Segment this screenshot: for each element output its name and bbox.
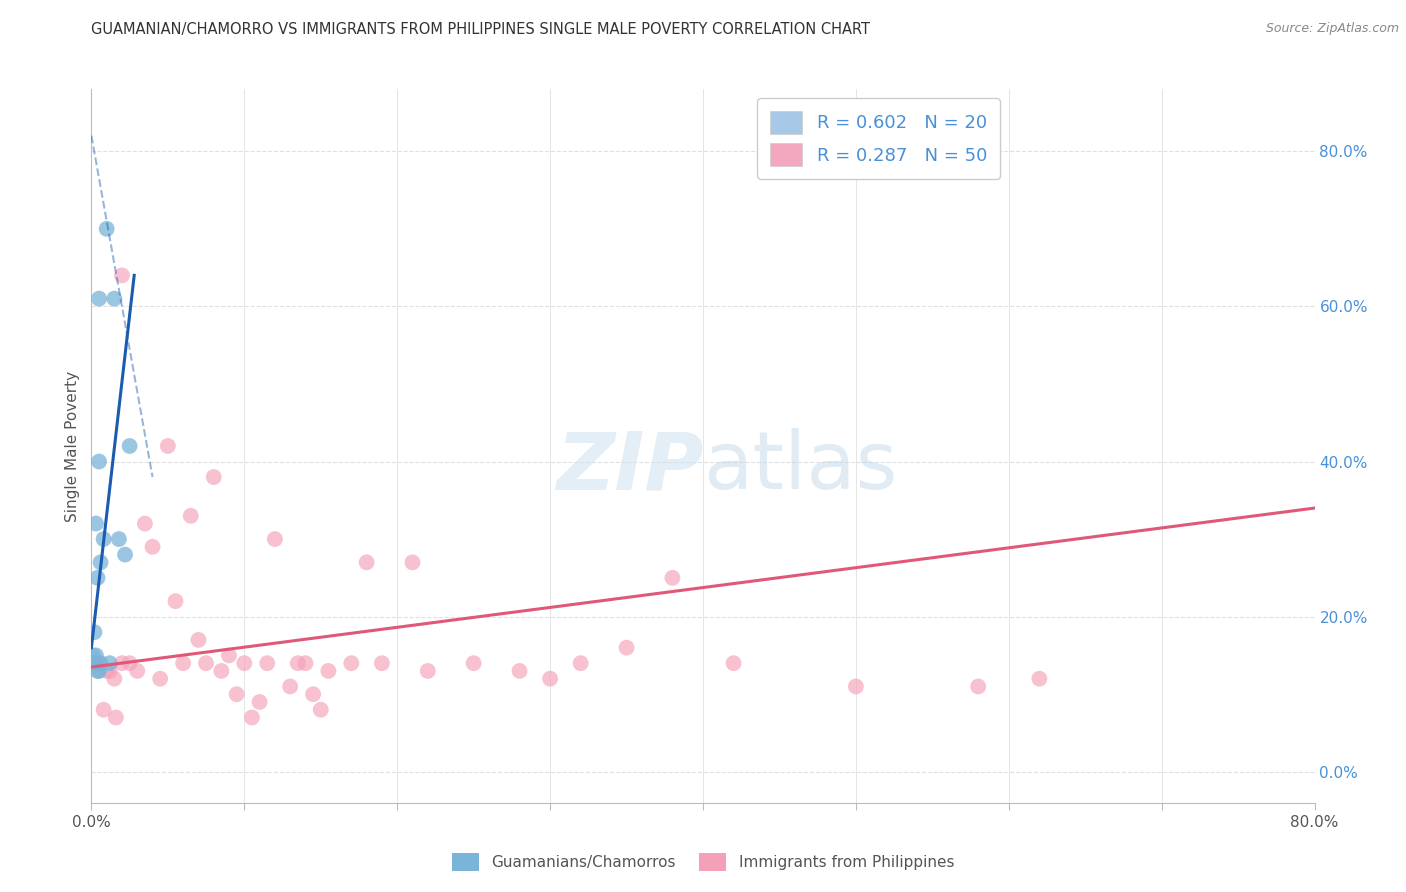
Point: [86, 664, 108, 678]
Point: [84, 656, 107, 670]
Point: [111, 268, 134, 283]
Point: [84, 516, 107, 531]
Point: [249, 695, 271, 709]
Text: GUAMANIAN/CHAMORRO VS IMMIGRANTS FROM PHILIPPINES SINGLE MALE POVERTY CORRELATIO: GUAMANIAN/CHAMORRO VS IMMIGRANTS FROM PH…: [91, 22, 870, 37]
Point: [111, 656, 134, 670]
Point: [96, 664, 118, 678]
Point: [356, 555, 378, 569]
Point: [416, 664, 439, 678]
Point: [149, 672, 172, 686]
Point: [103, 672, 125, 686]
Point: [114, 548, 136, 562]
Point: [1028, 672, 1050, 686]
Point: [180, 508, 202, 523]
Point: [84, 648, 107, 663]
Point: [98, 664, 121, 678]
Legend: Guamanians/Chamorros, Immigrants from Philippines: Guamanians/Chamorros, Immigrants from Ph…: [443, 844, 963, 880]
Point: [90, 555, 112, 569]
Point: [134, 516, 156, 531]
Point: [104, 710, 127, 724]
Point: [309, 703, 332, 717]
Text: ZIP: ZIP: [555, 428, 703, 507]
Point: [87, 656, 110, 670]
Point: [127, 664, 149, 678]
Point: [118, 656, 141, 670]
Point: [240, 710, 263, 724]
Point: [87, 292, 110, 306]
Point: [463, 656, 485, 670]
Text: Source: ZipAtlas.com: Source: ZipAtlas.com: [1265, 22, 1399, 36]
Point: [83, 625, 105, 640]
Text: atlas: atlas: [703, 428, 897, 507]
Point: [287, 656, 309, 670]
Point: [233, 656, 256, 670]
Point: [90, 656, 112, 670]
Point: [103, 292, 125, 306]
Point: [845, 680, 868, 694]
Point: [108, 532, 131, 546]
Point: [83, 656, 105, 670]
Point: [218, 648, 240, 663]
Point: [569, 656, 592, 670]
Point: [225, 687, 247, 701]
Point: [96, 222, 118, 236]
Point: [294, 656, 316, 670]
Point: [967, 680, 990, 694]
Point: [82, 648, 104, 663]
Point: [401, 555, 423, 569]
Point: [278, 680, 301, 694]
Point: [340, 656, 363, 670]
Point: [156, 439, 179, 453]
Point: [371, 656, 394, 670]
Point: [165, 594, 187, 608]
Point: [723, 656, 745, 670]
Point: [256, 656, 278, 670]
Point: [195, 656, 218, 670]
Point: [87, 664, 110, 678]
Point: [318, 664, 340, 678]
Point: [209, 664, 232, 678]
Point: [87, 454, 110, 468]
Y-axis label: Single Male Poverty: Single Male Poverty: [65, 370, 80, 522]
Point: [86, 571, 108, 585]
Point: [509, 664, 531, 678]
Point: [141, 540, 163, 554]
Point: [172, 656, 194, 670]
Point: [302, 687, 325, 701]
Point: [538, 672, 561, 686]
Point: [93, 703, 115, 717]
Point: [661, 571, 683, 585]
Point: [118, 439, 141, 453]
Legend: R = 0.602   N = 20, R = 0.287   N = 50: R = 0.602 N = 20, R = 0.287 N = 50: [758, 98, 1000, 179]
Point: [202, 470, 225, 484]
Point: [187, 632, 209, 647]
Point: [98, 656, 121, 670]
Point: [264, 532, 287, 546]
Point: [616, 640, 638, 655]
Point: [93, 532, 115, 546]
Point: [83, 656, 105, 670]
